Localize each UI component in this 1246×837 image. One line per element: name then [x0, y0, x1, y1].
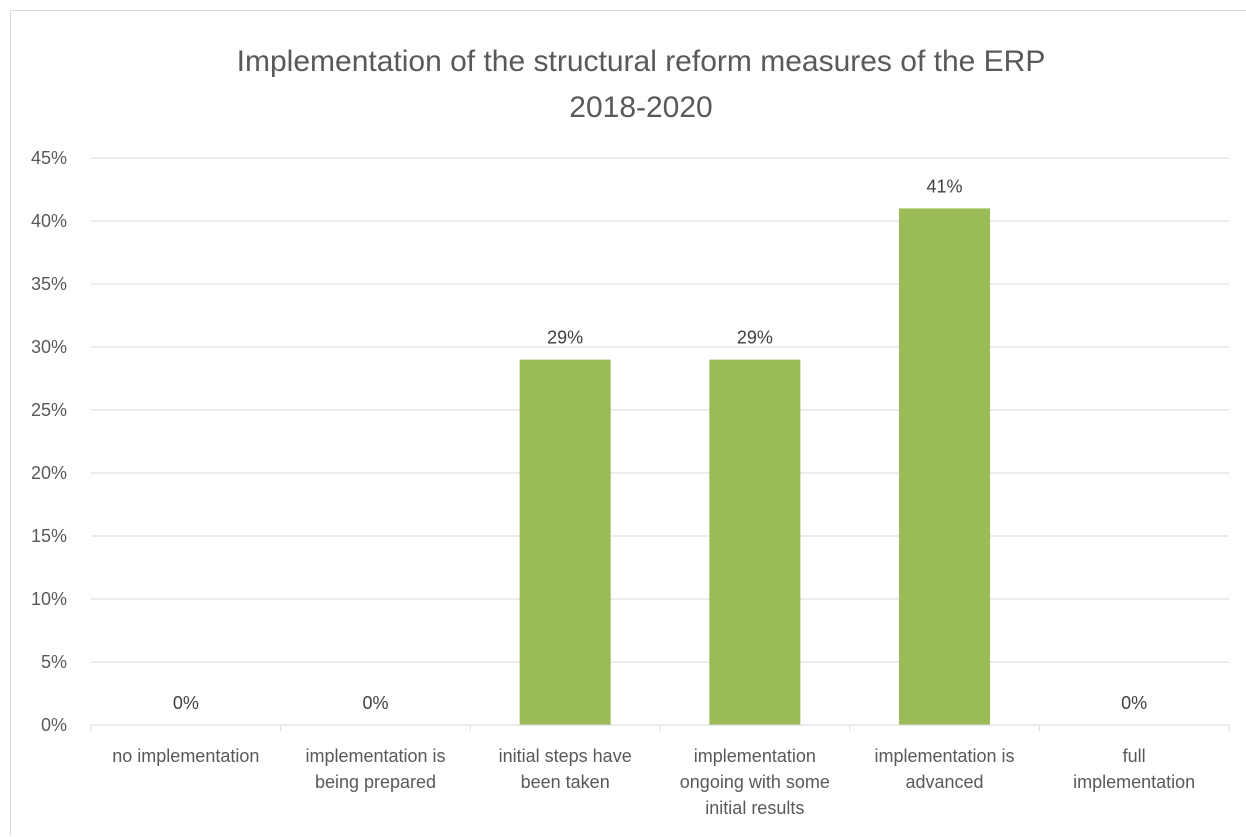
x-tick-label: full implementation — [1073, 746, 1195, 792]
x-tick-label-line: full — [1123, 746, 1146, 766]
bar — [709, 359, 801, 725]
x-tick-label: implementation is being prepared — [305, 746, 445, 792]
bar — [519, 359, 611, 725]
y-tick-label: 0% — [41, 715, 67, 735]
x-tick-label-line: implementation is — [874, 746, 1014, 766]
x-tick-label-line: ongoing with some — [680, 772, 830, 792]
data-label: 29% — [737, 328, 773, 348]
data-label: 0% — [1121, 693, 1147, 713]
y-axis-ticks: 0% 5% 10% 15% 20% 25% 30% 35% 40% 45% — [31, 148, 67, 735]
x-axis: no implementation implementation is being … — [90, 724, 1230, 818]
data-label: 41% — [926, 176, 962, 196]
y-tick-label: 40% — [31, 211, 67, 231]
x-tick-label-line: implementation — [1073, 772, 1195, 792]
bars — [519, 208, 991, 725]
data-label: 0% — [173, 693, 199, 713]
x-tick-label: no implementation — [112, 746, 259, 766]
x-tick-label-line: advanced — [905, 772, 983, 792]
y-tick-label: 30% — [31, 337, 67, 357]
y-tick-label: 15% — [31, 526, 67, 546]
y-tick-label: 5% — [41, 652, 67, 672]
chart-title-line-2: 2018-2020 — [569, 91, 712, 124]
data-label: 29% — [547, 328, 583, 348]
data-labels: 0% 0% 29% 29% 41% 0% — [173, 176, 1147, 713]
y-tick-label: 45% — [31, 148, 67, 168]
data-label: 0% — [362, 693, 388, 713]
y-tick-label: 25% — [31, 400, 67, 420]
gridlines — [91, 157, 1229, 663]
x-tick-label-line: implementation — [694, 746, 816, 766]
x-tick-label-line: being prepared — [315, 772, 436, 792]
chart-frame — [10, 10, 1246, 836]
y-tick-label: 20% — [31, 463, 67, 483]
x-tick-label-line: been taken — [521, 772, 610, 792]
bar — [898, 208, 991, 725]
x-tick-label-line: implementation is — [305, 746, 445, 766]
x-tick-label: initial steps have been taken — [499, 746, 632, 792]
x-tick-label: implementation ongoing with some initial r… — [680, 746, 830, 818]
x-tick-label: implementation is advanced — [874, 746, 1014, 792]
chart-title-line-1: Implementation of the structural reform … — [237, 45, 1046, 78]
x-tick-label-line: initial steps have — [499, 746, 632, 766]
x-tick-label-line: initial results — [705, 798, 804, 818]
y-tick-label: 10% — [31, 589, 67, 609]
y-tick-label: 35% — [31, 274, 67, 294]
x-tick-label-line: no implementation — [112, 746, 259, 766]
